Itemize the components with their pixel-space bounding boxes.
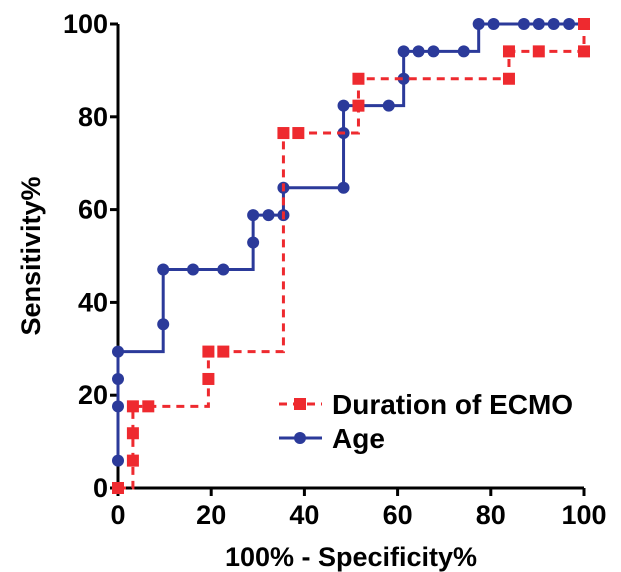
data-point-duration-of-ecmo [578, 18, 590, 30]
data-point-duration-of-ecmo [352, 99, 365, 112]
data-point-age [262, 209, 275, 222]
data-point-age [217, 263, 230, 276]
data-point-duration-of-ecmo [217, 345, 230, 358]
x-tick-label: 80 [476, 500, 506, 530]
data-point-age [157, 318, 170, 331]
data-point-age [112, 454, 124, 467]
data-point-duration-of-ecmo [352, 72, 365, 85]
data-point-age [427, 45, 440, 58]
data-point-age [532, 18, 545, 30]
x-tick-label: 100 [561, 500, 606, 530]
data-point-duration-of-ecmo [578, 45, 590, 58]
data-point-duration-of-ecmo [126, 400, 139, 413]
y-tick-label: 100 [63, 9, 108, 39]
series-duration-of-ecmo [112, 18, 590, 494]
data-point-duration-of-ecmo [202, 345, 215, 358]
data-point-age [337, 181, 350, 194]
data-point-age [187, 263, 200, 276]
legend-label-duration-of-ecmo: Duration of ECMO [332, 389, 573, 420]
series-line-duration-of-ecmo [118, 24, 586, 490]
legend-marker-duration-of-ecmo [294, 398, 306, 410]
data-point-age [157, 263, 170, 276]
data-point-age [457, 45, 470, 58]
data-point-duration-of-ecmo [532, 45, 545, 58]
data-point-age [517, 18, 530, 30]
data-point-age [382, 99, 395, 112]
y-axis-title: Sensitivity% [16, 176, 46, 335]
x-axis-title: 100% - Specificity% [225, 542, 477, 572]
data-point-age [547, 18, 560, 30]
data-point-age [397, 45, 410, 58]
data-point-duration-of-ecmo [502, 45, 515, 58]
data-point-age [112, 400, 124, 413]
data-point-age [337, 99, 350, 112]
data-point-duration-of-ecmo [202, 372, 215, 385]
data-point-age [112, 345, 124, 358]
data-point-duration-of-ecmo [112, 482, 124, 494]
data-point-age [112, 372, 124, 385]
axes: 0 20 40 60 80 100 0 20 40 60 80 100 [63, 9, 607, 530]
x-tick-label: 40 [289, 500, 319, 530]
data-point-age [412, 45, 425, 58]
y-tick-label: 40 [78, 287, 108, 317]
y-tick-label: 20 [78, 380, 108, 410]
y-tick-label: 80 [78, 102, 108, 132]
x-tick-label: 20 [196, 500, 226, 530]
data-point-age [487, 18, 500, 30]
data-point-age [563, 18, 576, 30]
x-tick-label: 0 [110, 500, 125, 530]
data-point-age [247, 236, 260, 249]
y-tick-label: 60 [78, 195, 108, 225]
legend-marker-age [294, 432, 306, 444]
data-point-duration-of-ecmo [502, 72, 515, 85]
data-point-age [472, 18, 485, 30]
data-point-duration-of-ecmo [142, 400, 155, 413]
x-tick-label: 60 [383, 500, 413, 530]
data-point-duration-of-ecmo [277, 127, 290, 140]
series-layer [112, 18, 590, 494]
y-tick-label: 0 [93, 473, 108, 503]
data-point-duration-of-ecmo [126, 454, 139, 467]
data-point-age [397, 72, 410, 85]
data-point-duration-of-ecmo [292, 127, 305, 140]
data-point-duration-of-ecmo [126, 427, 139, 440]
data-point-age [247, 209, 260, 222]
legend-label-age: Age [332, 423, 385, 454]
